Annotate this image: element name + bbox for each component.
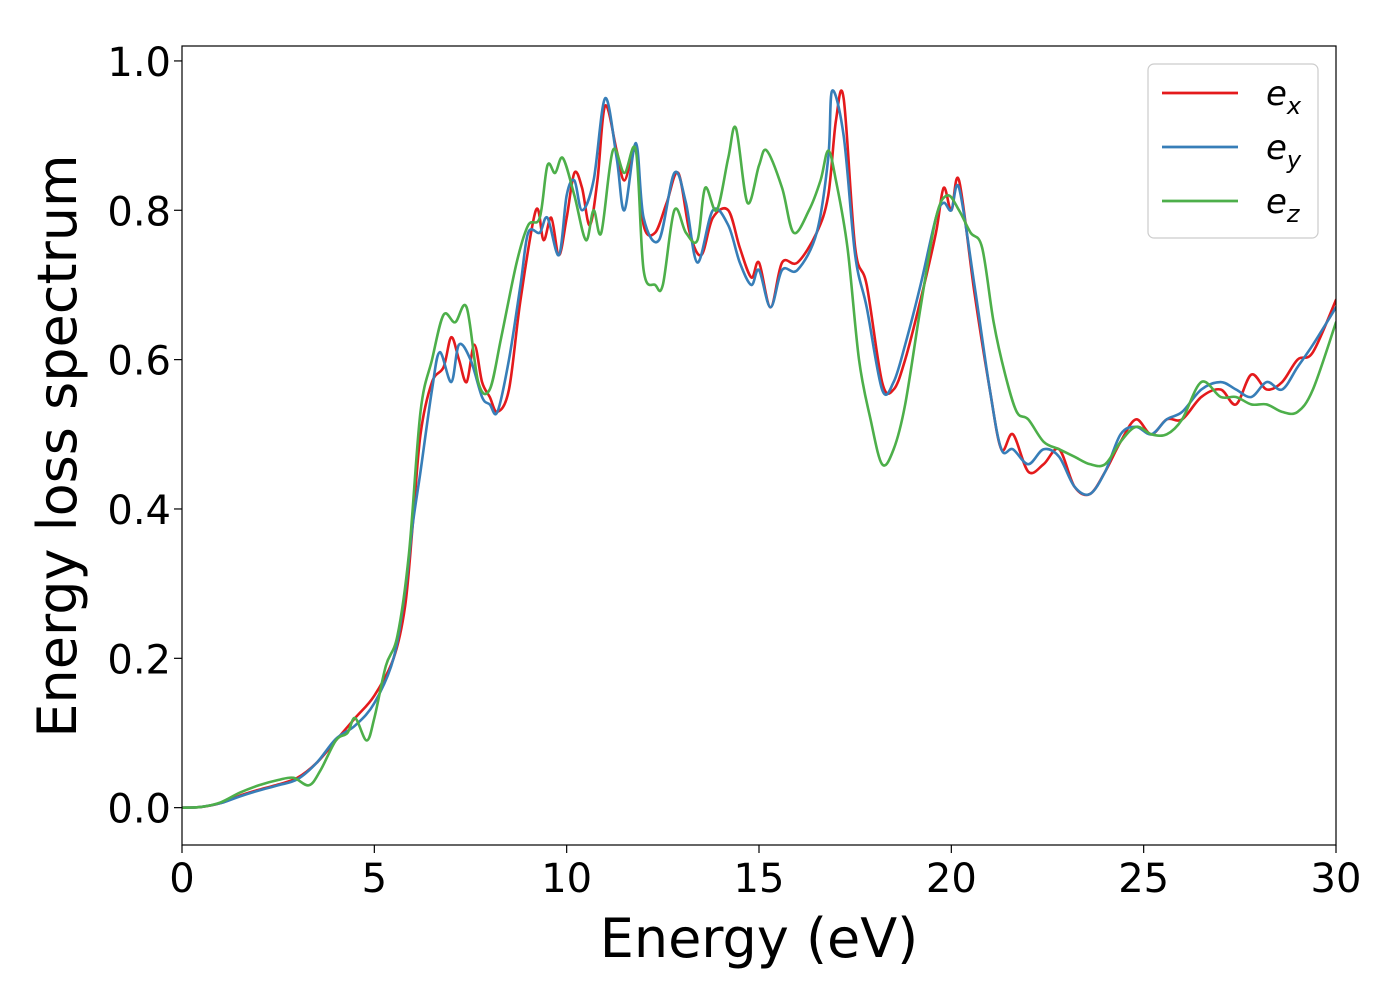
legend-label-ey: ey	[1266, 128, 1302, 174]
y-tick-label: 0.2	[107, 637, 171, 683]
legend: ex ey ez	[1147, 63, 1319, 239]
y-tick-label: 0.0	[107, 787, 171, 833]
y-tick-label: 1.0	[107, 40, 171, 86]
legend-label-ez: ez	[1266, 182, 1301, 228]
y-tick-label: 0.8	[107, 189, 171, 235]
legend-label-ex: ex	[1266, 74, 1302, 120]
y-axis-label: Energy loss spectrum	[26, 154, 89, 737]
x-tick-label: 20	[926, 856, 977, 902]
x-tick-label: 25	[1118, 856, 1169, 902]
y-tick-label: 0.4	[107, 488, 171, 534]
series-lines	[182, 89, 1336, 809]
series-line-ey	[182, 89, 1336, 809]
x-tick-label: 0	[169, 856, 194, 902]
x-tick-label: 5	[362, 856, 387, 902]
x-tick-label: 15	[734, 856, 785, 902]
x-tick-label: 30	[1311, 856, 1362, 902]
series-line-ez	[182, 125, 1336, 809]
x-axis-label: Energy (eV)	[600, 907, 919, 970]
y-tick-label: 0.6	[107, 339, 171, 385]
x-tick-label: 10	[541, 856, 592, 902]
legend-box	[1147, 63, 1319, 239]
x-axis-ticks: 0 5 10 15 20 25 30	[169, 845, 1361, 902]
y-axis-ticks: 0.0 0.2 0.4 0.6 0.8 1.0	[107, 40, 182, 833]
